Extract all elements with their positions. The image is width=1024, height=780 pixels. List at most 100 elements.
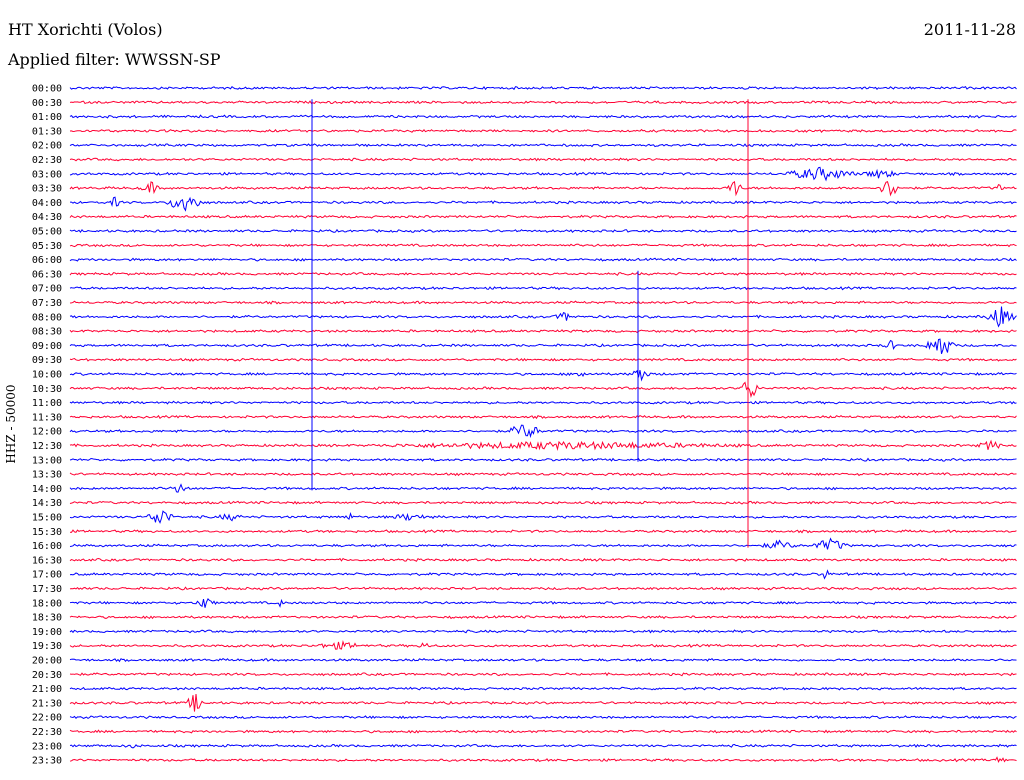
trace-line xyxy=(69,743,1017,749)
trace-line xyxy=(69,128,1017,133)
row-label: 08:00 xyxy=(32,312,62,323)
trace-line xyxy=(69,569,1017,580)
row-label: 06:30 xyxy=(32,269,62,280)
row-label: 13:30 xyxy=(32,470,62,481)
row-label: 16:00 xyxy=(32,541,62,552)
row-label: 12:00 xyxy=(32,427,62,438)
row-label: 01:00 xyxy=(32,112,62,123)
trace-line xyxy=(69,472,1017,477)
row-label: 18:00 xyxy=(32,598,62,609)
trace-line xyxy=(69,615,1017,620)
row-label: 09:00 xyxy=(32,341,62,352)
row-label: 05:00 xyxy=(32,227,62,238)
trace-line xyxy=(69,598,1017,608)
seismic-traces xyxy=(69,85,1017,763)
row-label: 10:00 xyxy=(32,370,62,381)
row-label: 07:30 xyxy=(32,298,62,309)
trace-line xyxy=(69,286,1017,291)
trace-line xyxy=(69,306,1017,328)
trace-line xyxy=(69,510,1017,524)
row-label: 19:30 xyxy=(32,641,62,652)
trace-line xyxy=(69,729,1017,734)
row-label: 16:30 xyxy=(32,555,62,566)
station-title: HT Xorichti (Volos) xyxy=(8,20,163,39)
row-label: 08:30 xyxy=(32,327,62,338)
trace-line xyxy=(69,693,1017,712)
trace-line xyxy=(69,357,1017,362)
trace-line xyxy=(69,657,1017,663)
row-label: 23:30 xyxy=(32,756,62,767)
row-label: 14:00 xyxy=(32,484,62,495)
trace-line xyxy=(69,381,1017,399)
trace-line xyxy=(69,672,1017,677)
row-label: 11:00 xyxy=(32,398,62,409)
trace-line xyxy=(69,214,1017,219)
trace-line xyxy=(69,756,1017,763)
trace-line xyxy=(69,114,1017,119)
trace-line xyxy=(69,228,1017,234)
trace-line xyxy=(69,640,1017,650)
trace-line xyxy=(69,629,1017,634)
row-label: 12:30 xyxy=(32,441,62,452)
row-label: 21:30 xyxy=(32,698,62,709)
trace-line xyxy=(69,529,1017,534)
trace-line xyxy=(69,100,1017,105)
row-label: 22:30 xyxy=(32,727,62,738)
row-label: 17:30 xyxy=(32,584,62,595)
row-label: 02:00 xyxy=(32,141,62,152)
row-label: 18:30 xyxy=(32,613,62,624)
trace-line xyxy=(69,483,1017,493)
trace-line xyxy=(69,369,1017,382)
row-label: 19:00 xyxy=(32,627,62,638)
trace-line xyxy=(69,686,1017,691)
trace-line xyxy=(69,300,1017,305)
trace-line xyxy=(69,243,1017,248)
row-label: 05:30 xyxy=(32,241,62,252)
trace-line xyxy=(69,143,1017,148)
filter-label: Applied filter: WWSSN-SP xyxy=(8,50,221,69)
trace-line xyxy=(69,271,1017,276)
row-label: 10:30 xyxy=(32,384,62,395)
trace-line xyxy=(69,157,1017,162)
row-label: 17:00 xyxy=(32,570,62,581)
trace-line xyxy=(69,196,1017,212)
row-label: 09:30 xyxy=(32,355,62,366)
row-label: 14:30 xyxy=(32,498,62,509)
trace-line xyxy=(69,329,1017,334)
row-label: 21:00 xyxy=(32,684,62,695)
trace-line xyxy=(69,338,1017,354)
row-label: 15:00 xyxy=(32,513,62,524)
row-label: 20:00 xyxy=(32,656,62,667)
date-label: 2011-11-28 xyxy=(923,20,1016,39)
trace-line xyxy=(69,715,1017,720)
trace-line xyxy=(69,181,1017,197)
row-label: 20:30 xyxy=(32,670,62,681)
trace-line xyxy=(69,424,1017,439)
trace-line xyxy=(69,586,1017,591)
row-label: 04:30 xyxy=(32,212,62,223)
row-label: 15:30 xyxy=(32,527,62,538)
trace-line xyxy=(69,537,1017,550)
row-label: 01:30 xyxy=(32,126,62,137)
row-label: 22:00 xyxy=(32,713,62,724)
row-labels: 00:00 00:30 01:00 01:30 02:00 02:30 03:00 03:30… xyxy=(32,84,62,767)
trace-line xyxy=(69,414,1017,420)
row-label: 04:00 xyxy=(32,198,62,209)
row-label: 06:00 xyxy=(32,255,62,266)
row-label: 00:00 xyxy=(32,84,62,95)
trace-line xyxy=(69,439,1017,452)
row-label: 00:30 xyxy=(32,98,62,109)
trace-line xyxy=(69,166,1017,182)
row-label: 07:00 xyxy=(32,284,62,295)
trace-line xyxy=(69,257,1017,262)
trace-line xyxy=(69,85,1017,91)
row-label: 03:00 xyxy=(32,169,62,180)
row-label: 03:30 xyxy=(32,184,62,195)
row-label: 11:30 xyxy=(32,412,62,423)
row-label: 02:30 xyxy=(32,155,62,166)
trace-line xyxy=(69,457,1017,462)
trace-line xyxy=(69,557,1017,562)
row-label: 13:00 xyxy=(32,455,62,466)
trace-line xyxy=(69,400,1017,405)
